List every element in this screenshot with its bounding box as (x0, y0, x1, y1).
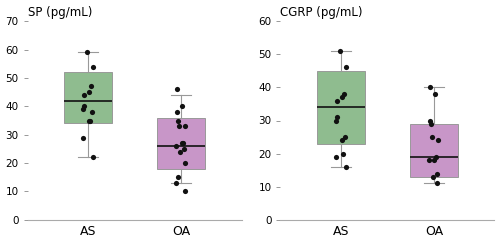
Point (176, 150, 184, 154)
Point (426, 119, 434, 122)
Bar (410, 124, 458, 177)
Point (79, 107, 87, 111)
Point (434, 138, 442, 142)
Point (333, 99, 341, 102)
Point (174, 119, 182, 122)
Point (179, 141, 187, 145)
Point (429, 175, 437, 179)
Point (333, 115, 341, 119)
Point (173, 110, 181, 114)
Point (428, 135, 436, 139)
Point (86, 119, 94, 122)
Point (172, 181, 180, 185)
Point (341, 135, 349, 139)
Point (338, 138, 346, 142)
Point (430, 158, 438, 162)
Point (424, 158, 432, 162)
Point (338, 95, 346, 99)
Point (332, 155, 340, 159)
Point (342, 165, 350, 169)
Point (86, 119, 94, 122)
Point (340, 152, 347, 156)
Point (172, 144, 180, 148)
Point (90, 155, 98, 159)
Point (431, 92, 439, 96)
Point (87, 84, 95, 88)
Point (180, 161, 188, 165)
Point (182, 190, 190, 193)
Point (174, 175, 182, 179)
Point (80, 93, 88, 97)
Point (426, 85, 434, 89)
Point (434, 182, 442, 185)
Point (336, 49, 344, 53)
Point (432, 155, 440, 159)
Point (332, 119, 340, 122)
Point (88, 110, 96, 114)
Point (432, 172, 440, 175)
Point (342, 66, 350, 70)
Point (79, 136, 87, 140)
Point (180, 147, 188, 151)
Bar (64, 72, 112, 123)
Point (176, 124, 184, 128)
Point (86, 90, 94, 94)
Text: SP (pg/mL): SP (pg/mL) (28, 6, 92, 19)
Bar (317, 71, 365, 144)
Point (80, 104, 88, 108)
Point (173, 87, 181, 91)
Point (178, 141, 186, 145)
Bar (157, 118, 206, 169)
Point (178, 104, 186, 108)
Point (89, 65, 97, 69)
Point (427, 122, 435, 126)
Point (340, 92, 347, 96)
Point (181, 124, 189, 128)
Point (83, 51, 91, 54)
Text: CGRP (pg/mL): CGRP (pg/mL) (280, 6, 363, 19)
